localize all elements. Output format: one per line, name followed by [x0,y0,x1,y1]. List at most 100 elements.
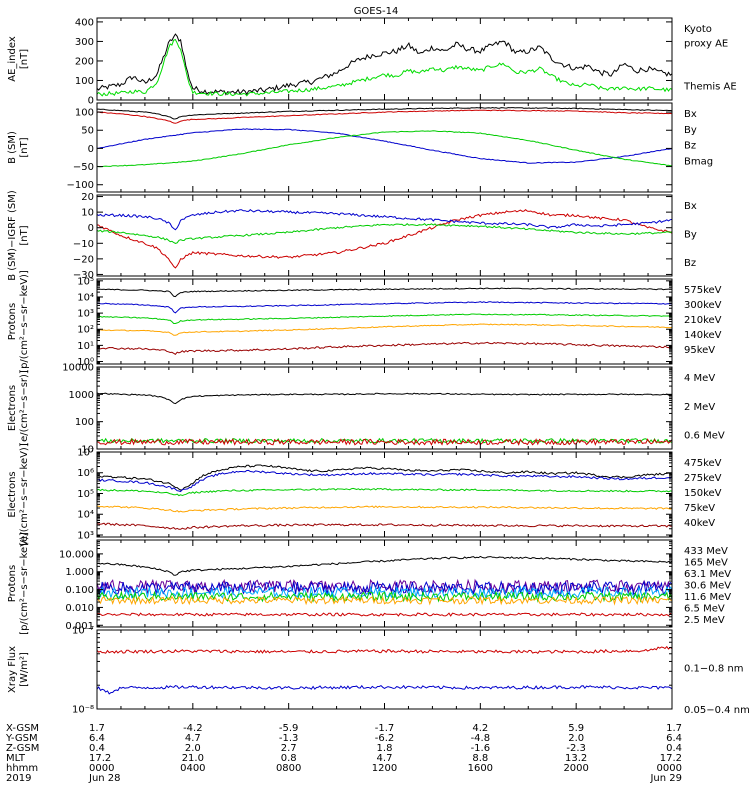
panel-frame-electrons1 [96,366,673,450]
legend-protons2-0: 433 MeV [684,546,728,557]
ephemeris-value-1-2: 2.0 [185,743,201,754]
y-tick-label-electrons2-0: 10³ [77,530,94,541]
y-tick-label-bsm-3: 50 [81,126,94,137]
legend-protons1-2: 210keV [684,315,722,326]
legend-protons1-3: 140keV [684,330,722,341]
panel-frame-bigrf [96,194,673,277]
series-line-electrons2-1 [97,469,672,493]
ephemeris-value-2-3: 0.8 [281,753,297,764]
series-line-ae-1 [97,38,672,97]
legend-protons2-4: 11.6 MeV [684,592,731,603]
y-tick-label-protons1-5: 10⁵ [77,276,94,287]
y-tick-label-bigrf-2: −10 [73,239,94,250]
series-line-protons2-3 [97,585,672,600]
ephemeris-table: X-GSMY-GSMZ-GSMMLThhmm20191.76.40.417.20… [5,723,682,784]
ephemeris-value-3-0: -1.7 [375,723,395,734]
panel-ae: 0 100 200 300 400 AE_index [nT] Kyoto proxy AE Th… [7,17,737,106]
legend-electrons2-1: 275keV [684,473,722,484]
y-tick-label-ae-1: 100 [75,76,94,87]
legend-xray-1: 0.05−0.4 nm [684,705,750,716]
panel-electrons2: 10³ 10⁴ 10⁵ 10⁶ 10⁷ Electrons [e/(cm²−s−sr−keV… [7,443,722,546]
ephemeris-value-2-1: -1.3 [279,733,299,744]
legend-electrons2-0: 475keV [684,458,722,469]
series-line-protons2-0 [97,555,672,576]
y-tick-label-electrons1-0: 10 [81,445,94,456]
y-tick-label-bigrf-0: −30 [73,270,94,281]
chart-title: GOES-14 [354,6,399,17]
ephemeris-value-3-2: 1.8 [377,743,393,754]
legend-xray-0: 0.1−0.8 nm [684,664,743,675]
ephemeris-value-6-4: 0000 [657,763,682,774]
series-line-xray-1 [97,684,672,695]
legend-protons1-0: 575keV [684,285,722,296]
y-tick-label-electrons2-3: 10⁶ [77,468,94,479]
legend-electrons2-2: 150keV [684,488,722,499]
y-tick-label-protons2-0: 0.001 [65,621,94,632]
legend-protons2-3: 30.6 MeV [684,581,731,592]
panel-protons2: 0.001 0.010 0.100 1.000 10.000 Protons [p/(cm²… [7,532,731,635]
ephemeris-value-6-5: Jun 29 [649,773,682,784]
panel-xray: 10⁻⁸ 10⁻⁷ Xray Flux [W/m²] 0.1−0.8 nm 0.05−0.… [7,626,750,717]
series-line-bigrf-2 [97,223,672,244]
series-line-protons2-2 [97,580,672,596]
y-tick-label-protons1-0: 10⁰ [77,357,94,368]
y-tick-label-bigrf-3: 0 [88,223,94,234]
y-tick-label-protons2-4: 10.000 [59,549,94,560]
ephemeris-value-1-3: 21.0 [182,753,204,764]
y-tick-label-bsm-4: 100 [75,108,94,119]
ephemeris-value-5-2: -2.3 [566,743,586,754]
ephemeris-value-2-4: 0800 [276,763,301,774]
y-axis-label-electrons1-1: [e/(cm²−s−sr)] [19,370,30,446]
ephemeris-value-0-5: Jun 28 [88,773,121,784]
series-line-protons1-0 [97,287,672,298]
series-line-bigrf-0 [97,209,672,269]
legend-protons2-1: 165 MeV [684,558,728,569]
legend-bsm-3: Bmag [684,156,713,167]
y-tick-label-protons1-1: 10¹ [77,341,94,352]
y-tick-label-ae-4: 400 [75,17,94,28]
y-tick-label-bsm-2: 0 [88,144,94,155]
ephemeris-value-3-1: -6.2 [375,733,395,744]
y-tick-label-protons1-2: 10² [77,325,94,336]
legend-bigrf-0: Bx [684,201,697,212]
ephemeris-value-2-0: -5.9 [279,723,299,734]
ephemeris-value-3-3: 4.7 [377,753,393,764]
y-axis-label-bsm-1: [nT] [19,137,30,157]
y-tick-label-electrons1-3: 10000 [62,363,94,374]
legend-electrons2-3: 75keV [684,503,715,514]
ephemeris-value-5-0: 5.9 [568,723,584,734]
y-tick-label-bsm-1: −50 [73,162,94,173]
y-axis-label-electrons2-0: Electrons [7,471,18,517]
y-tick-label-protons2-3: 1.000 [65,567,94,578]
series-line-bsm-0 [97,106,672,120]
series-line-protons2-5 [97,595,672,606]
panel-frame-xray [96,629,673,710]
y-tick-label-bsm-0: −100 [67,180,94,191]
legend-electrons2-4: 40keV [684,518,715,529]
y-tick-label-ae-2: 200 [75,56,94,67]
series-line-bsm-1 [97,109,672,124]
panel-electrons1: 10 100 1000 10000 Electrons [e/(cm²−s−sr)] 4 M… [7,363,725,456]
panel-frame-electrons2 [96,451,673,538]
legend-ae-1: proxy AE [684,38,728,49]
series-line-xray-0 [97,645,672,654]
y-axis-label-ae-0: AE_index [7,36,18,82]
y-tick-label-electrons2-2: 10⁵ [77,489,94,500]
legend-bsm-0: Bx [684,109,697,120]
legend-protons2-2: 63.1 MeV [684,569,731,580]
ephemeris-value-4-0: 4.2 [472,723,488,734]
legend-ae-2: Themis AE [683,82,737,93]
y-axis-label-xray-1: [W/m²] [19,652,30,687]
ephemeris-value-6-1: 6.4 [666,733,682,744]
ephemeris-value-0-4: 0000 [89,763,114,774]
ephemeris-label-0: X-GSM [6,723,39,734]
ephemeris-label-1: Y-GSM [5,733,38,744]
y-tick-label-electrons1-1: 100 [75,417,94,428]
ephemeris-value-0-3: 17.2 [89,753,111,764]
series-line-protons1-3 [97,323,672,336]
series-line-protons1-4 [97,341,672,355]
panel-bsm: −100 −50 0 50 100 B (SM) [nT] Bx By Bz Bmag [7,102,713,193]
y-tick-label-protons1-4: 10⁴ [77,292,94,303]
